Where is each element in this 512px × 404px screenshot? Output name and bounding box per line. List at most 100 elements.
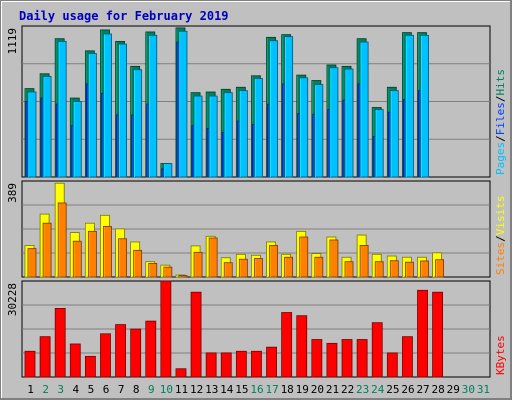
bar-pages-day-15 (238, 90, 248, 178)
bottom-max-label: 30228 (6, 283, 19, 316)
legend-item-pages: Pages (494, 142, 507, 175)
bar-sites-day-25 (389, 260, 399, 278)
x-tick-label-day-11: 11 (175, 383, 188, 396)
bar-kbytes-day-1 (24, 350, 36, 378)
bar-sites-day-20 (314, 256, 324, 278)
bar-kbytes-day-10 (160, 280, 172, 378)
legend-item-separator: / (494, 96, 507, 103)
x-tick-label-day-10: 10 (160, 383, 173, 396)
top-max-label: 1119 (6, 28, 19, 55)
x-tick-label-day-3: 3 (57, 383, 64, 396)
bar-kbytes-day-2 (39, 336, 51, 378)
x-tick-label-day-17: 17 (265, 383, 278, 396)
bar-sites-day-9 (148, 263, 158, 278)
middle-legend: Sites/Visits (494, 196, 507, 276)
bar-pages-day-20 (314, 84, 324, 178)
bar-kbytes-day-25 (386, 352, 398, 378)
bar-pages-day-9 (148, 34, 158, 178)
legend-item-hits: Hits (494, 69, 507, 96)
bar-sites-day-4 (72, 240, 82, 278)
chart-title: Daily usage for February 2019 (19, 9, 229, 23)
bar-kbytes-day-13 (205, 352, 217, 378)
bar-kbytes-day-26 (402, 336, 413, 378)
x-tick-label-day-21: 21 (326, 383, 339, 396)
bar-sites-day-1 (27, 248, 37, 278)
bar-sites-day-16 (254, 258, 263, 278)
bar-kbytes-day-28 (432, 291, 444, 378)
x-tick-label-day-19: 19 (296, 383, 309, 396)
x-tick-label-day-8: 8 (133, 383, 140, 396)
x-tick-label-day-30: 30 (462, 383, 475, 396)
x-tick-label-day-22: 22 (341, 383, 354, 396)
bar-kbytes-day-23 (356, 339, 368, 378)
bar-pages-day-25 (389, 90, 399, 178)
bar-sites-day-7 (118, 238, 127, 278)
bar-kbytes-day-4 (69, 343, 81, 378)
legend-item-visits: Visits (494, 196, 507, 236)
x-tick-label-day-5: 5 (88, 383, 95, 396)
legend-item-separator: / (494, 135, 507, 142)
bar-kbytes-day-5 (84, 355, 96, 378)
bar-pages-day-7 (118, 43, 127, 178)
legend-item-kbytes: KBytes (494, 335, 507, 375)
bar-sites-day-14 (223, 262, 233, 278)
x-tick-label-day-12: 12 (190, 383, 203, 396)
bar-kbytes-day-14 (220, 352, 232, 378)
bar-pages-day-2 (42, 76, 52, 178)
bar-pages-day-18 (284, 36, 294, 178)
bar-kbytes-day-9 (145, 320, 157, 378)
x-tick-label-day-18: 18 (281, 383, 294, 396)
bar-sites-day-28 (435, 259, 445, 278)
top-legend: Pages/Files/Hits (494, 69, 507, 175)
bar-pages-day-26 (405, 34, 414, 178)
bar-kbytes-day-20 (311, 339, 323, 378)
bar-kbytes-day-11 (175, 368, 187, 378)
middle-max-label: 389 (6, 183, 19, 203)
bar-sites-day-13 (208, 237, 218, 278)
x-tick-label-day-1: 1 (27, 383, 34, 396)
x-tick-label-day-23: 23 (356, 383, 369, 396)
bar-pages-day-8 (133, 69, 143, 178)
bar-kbytes-day-19 (296, 315, 308, 378)
bar-sites-day-24 (374, 261, 384, 278)
x-tick-label-day-15: 15 (235, 383, 248, 396)
x-tick-label-day-9: 9 (148, 383, 155, 396)
bar-kbytes-day-16 (251, 350, 262, 378)
bar-kbytes-day-24 (371, 322, 383, 378)
bar-pages-day-21 (329, 67, 339, 178)
bar-pages-day-24 (374, 109, 384, 178)
bar-sites-day-27 (420, 260, 429, 278)
legend-item-separator: / (494, 235, 507, 242)
bar-kbytes-day-8 (130, 328, 142, 378)
bar-pages-day-23 (359, 41, 369, 178)
x-tick-label-day-14: 14 (220, 383, 234, 396)
bar-kbytes-day-27 (417, 289, 428, 378)
bar-pages-day-27 (420, 34, 429, 178)
bar-pages-day-14 (223, 92, 233, 178)
bottom-legend: KBytes (494, 335, 507, 375)
bar-sites-day-5 (87, 230, 97, 278)
bar-kbytes-day-7 (115, 324, 126, 378)
bar-sites-day-12 (193, 251, 203, 278)
x-tick-label-day-20: 20 (311, 383, 324, 396)
legend-item-files: Files (494, 102, 507, 135)
x-tick-label-day-24: 24 (371, 383, 385, 396)
bar-kbytes-day-12 (190, 291, 202, 378)
bar-sites-day-17 (269, 245, 278, 278)
labels-layer: 1119Pages/Files/Hits389Sites/Visits30228… (6, 28, 507, 396)
bar-pages-day-1 (27, 91, 37, 178)
x-tick-label-day-27: 27 (416, 383, 429, 396)
bar-sites-day-22 (344, 261, 354, 278)
bar-pages-day-10 (163, 163, 173, 178)
x-tick-label-day-4: 4 (73, 383, 80, 396)
bar-sites-day-19 (299, 236, 309, 278)
bars-layer (24, 27, 445, 378)
bar-pages-day-22 (344, 68, 354, 178)
bar-sites-day-3 (57, 202, 67, 278)
x-tick-label-day-2: 2 (42, 383, 49, 396)
x-tick-label-day-6: 6 (103, 383, 110, 396)
bar-kbytes-day-17 (266, 346, 277, 378)
bar-sites-day-21 (329, 239, 339, 278)
